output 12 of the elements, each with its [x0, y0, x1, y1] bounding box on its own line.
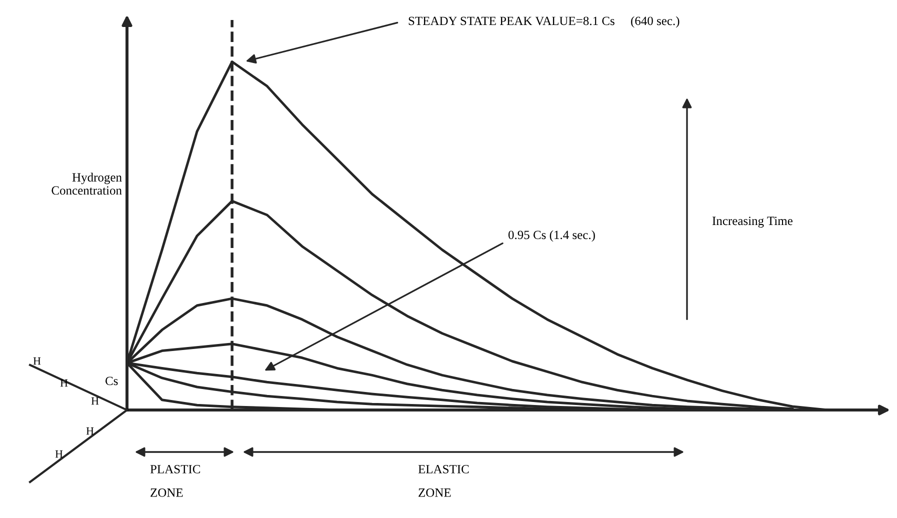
text: H: [91, 397, 99, 405]
annotation: Increasing Time: [712, 216, 792, 228]
text: STEADY STATE PEAK VALUE=8.1 Cs (640 sec.): [408, 16, 680, 28]
text: H: [55, 450, 63, 458]
text: Cs: [106, 376, 118, 386]
text: PLASTIC ZONE: [150, 464, 200, 497]
text: H: [33, 357, 41, 365]
text: H: [86, 427, 94, 435]
annotation: 0.95 Cs (1.4 sec.): [508, 230, 595, 242]
y-axis-title: Hydrogen Concentration: [52, 172, 122, 195]
text: H: [60, 379, 68, 387]
text: ELASTIC ZONE: [418, 464, 469, 497]
